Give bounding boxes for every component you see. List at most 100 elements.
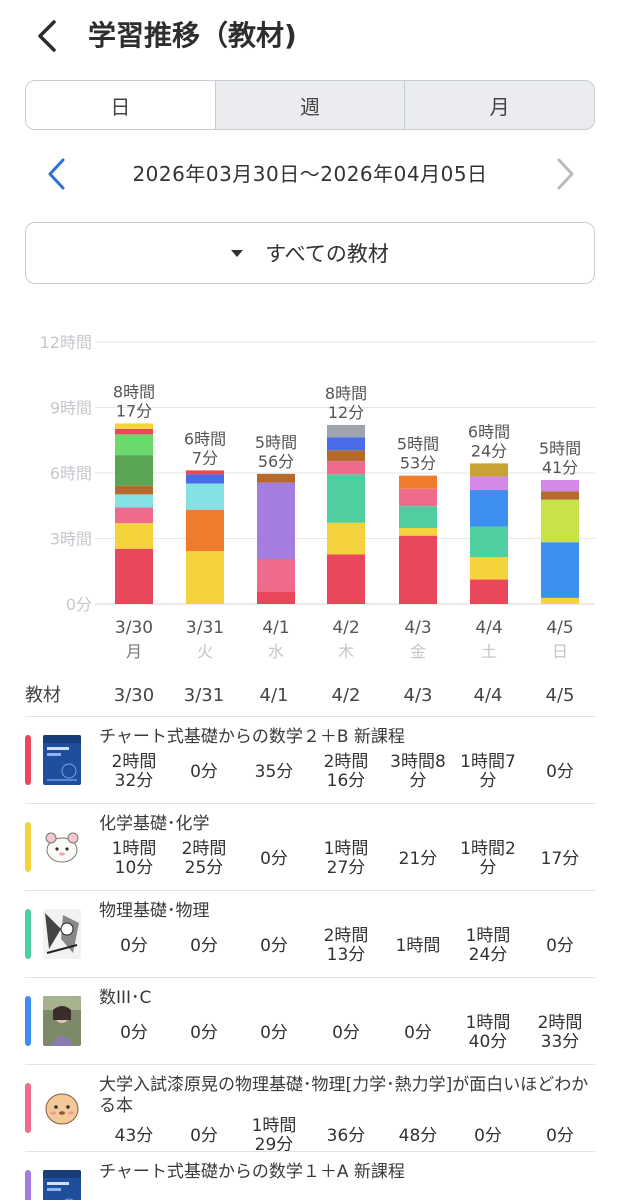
time-cell: 2時間 16分	[323, 752, 369, 791]
time-cell: 17分	[540, 849, 580, 869]
time-cell: 0分	[260, 1023, 288, 1043]
bar-total-label: 8時間	[325, 384, 367, 403]
material-name: 数III･C	[99, 988, 152, 1008]
bar-segment	[541, 491, 579, 500]
time-cell: 1時間 10分	[111, 839, 157, 878]
material-color-bar	[25, 1083, 31, 1133]
bar-segment	[327, 522, 365, 555]
material-thumbnail	[43, 1083, 81, 1133]
time-cell: 43分	[114, 1126, 154, 1146]
material-thumbnail	[43, 909, 81, 959]
bar-total-label: 8時間	[113, 382, 155, 401]
tab-day[interactable]: 日	[26, 81, 215, 129]
weekday-label: 月	[126, 642, 142, 661]
bar-segment	[470, 526, 508, 558]
next-week-button[interactable]	[544, 154, 584, 194]
bar-segment	[186, 483, 224, 510]
time-cell: 2時間 33分	[537, 1013, 583, 1052]
table-row[interactable]: チャート式基礎からの数学２＋B 新課程 2時間 32分 0分 35分 2時間 16分 3時間8…	[25, 716, 595, 803]
table-row[interactable]: 化学基礎･化学 1時間 10分 2時間 25分 0分 1時間 27分 21分 1時間2 分 17分	[25, 803, 595, 890]
material-table: チャート式基礎からの数学２＋B 新課程 2時間 32分 0分 35分 2時間 16分 3時間8…	[0, 716, 620, 1200]
material-filter-dropdown[interactable]: すべての教材	[25, 222, 595, 284]
bar-total-label: 53分	[400, 454, 436, 473]
bar-segment	[115, 428, 153, 435]
time-cell: 0分	[546, 1126, 574, 1146]
time-cell: 0分	[474, 1126, 502, 1146]
previous-week-button[interactable]	[38, 154, 78, 194]
tab-week[interactable]: 週	[214, 81, 405, 129]
material-name: 大学入試漆原晃の物理基礎･物理[力学･熱力学]が面白いほどわかる本	[99, 1075, 589, 1116]
material-name: 物理基礎･物理	[99, 901, 210, 921]
header: 学習推移（教材)	[0, 0, 620, 72]
bar-segment	[186, 470, 224, 475]
bar-segment	[399, 475, 437, 489]
bar-segment	[115, 434, 153, 456]
time-cell: 1時間	[395, 936, 441, 956]
page-title: 学習推移（教材)	[88, 19, 297, 52]
column-header-date: 4/2	[331, 685, 361, 706]
weekday-label: 金	[410, 642, 426, 661]
y-tick-label: 12時間	[40, 333, 92, 352]
period-tabs: 日 週 月	[25, 80, 595, 130]
table-header: 教材 3/30 3/31 4/1 4/2 4/3 4/4 4/5	[0, 676, 620, 716]
back-button[interactable]	[30, 14, 70, 58]
bar-segment	[399, 528, 437, 536]
table-row[interactable]: 数III･C 0分 0分 0分 0分 0分 1時間 40分 2時間 33分	[25, 977, 595, 1064]
x-tick-label: 4/1	[262, 618, 289, 638]
study-time-chart: 0分 3時間 6時間 9時間 12時間 8時間 17分 3/30 月 6時間 7分 3/31 火 5時間 5…	[0, 320, 620, 670]
bar-segment	[186, 509, 224, 552]
time-cell: 2時間 25分	[181, 839, 227, 878]
column-header-date: 4/5	[545, 685, 575, 706]
bar-segment	[115, 423, 153, 429]
table-row[interactable]: チャート式基礎からの数学１＋A 新課程	[25, 1151, 595, 1200]
weekday-label: 土	[481, 642, 497, 661]
column-header-material: 教材	[25, 685, 61, 706]
bar-segment	[470, 490, 508, 527]
time-cell: 0分	[546, 936, 574, 956]
time-cell: 0分	[546, 762, 574, 782]
table-row[interactable]: 物理基礎･物理 0分 0分 0分 2時間 13分 1時間 1時間 24分 0分	[25, 890, 595, 977]
time-cell: 0分	[120, 936, 148, 956]
bar-segment	[257, 591, 295, 604]
bar-segment	[327, 437, 365, 451]
weekday-label: 水	[268, 642, 284, 661]
time-cell: 1時間2 分	[460, 839, 516, 878]
time-cell: 3時間8 分	[390, 752, 446, 791]
bar-segment	[541, 542, 579, 598]
bar-segment	[327, 461, 365, 475]
x-tick-label: 4/4	[475, 618, 502, 638]
bar-segment	[115, 494, 153, 508]
bar-segment	[115, 485, 153, 495]
time-cell: 1時間 24分	[465, 926, 511, 965]
x-tick-label: 4/2	[332, 618, 359, 638]
material-thumbnail	[43, 996, 81, 1046]
time-cell: 0分	[190, 1126, 218, 1146]
table-row[interactable]: 大学入試漆原晃の物理基礎･物理[力学･熱力学]が面白いほどわかる本 43分 0分 1時…	[25, 1064, 595, 1155]
time-cell: 35分	[254, 762, 294, 782]
material-thumbnail	[43, 735, 81, 785]
time-cell: 1時間 29分	[251, 1116, 297, 1155]
filter-label: すべての教材	[265, 242, 389, 266]
chevron-left-icon	[38, 20, 56, 52]
column-header-date: 4/4	[473, 685, 503, 706]
time-cell: 0分	[120, 1023, 148, 1043]
time-cell: 2時間 13分	[323, 926, 369, 965]
y-tick-label: 9時間	[50, 399, 92, 418]
bar-segment	[327, 554, 365, 604]
bar-segment	[470, 557, 508, 580]
material-color-bar	[25, 1170, 31, 1200]
weekday-label: 火	[197, 642, 213, 661]
y-tick-label: 0分	[66, 595, 92, 614]
x-tick-label: 3/31	[186, 618, 224, 638]
bar-segment	[186, 551, 224, 604]
time-cell: 1時間 40分	[465, 1013, 511, 1052]
bar-segment	[541, 499, 579, 543]
time-cell: 0分	[190, 762, 218, 782]
material-name: チャート式基礎からの数学１＋A 新課程	[99, 1162, 405, 1182]
time-cell: 0分	[332, 1023, 360, 1043]
bar-total-label: 7分	[192, 448, 218, 467]
bar-total-label: 5時間	[255, 433, 297, 452]
bar-total-label: 6時間	[468, 422, 510, 441]
y-tick-label: 3時間	[50, 530, 92, 549]
tab-month[interactable]: 月	[404, 81, 594, 129]
